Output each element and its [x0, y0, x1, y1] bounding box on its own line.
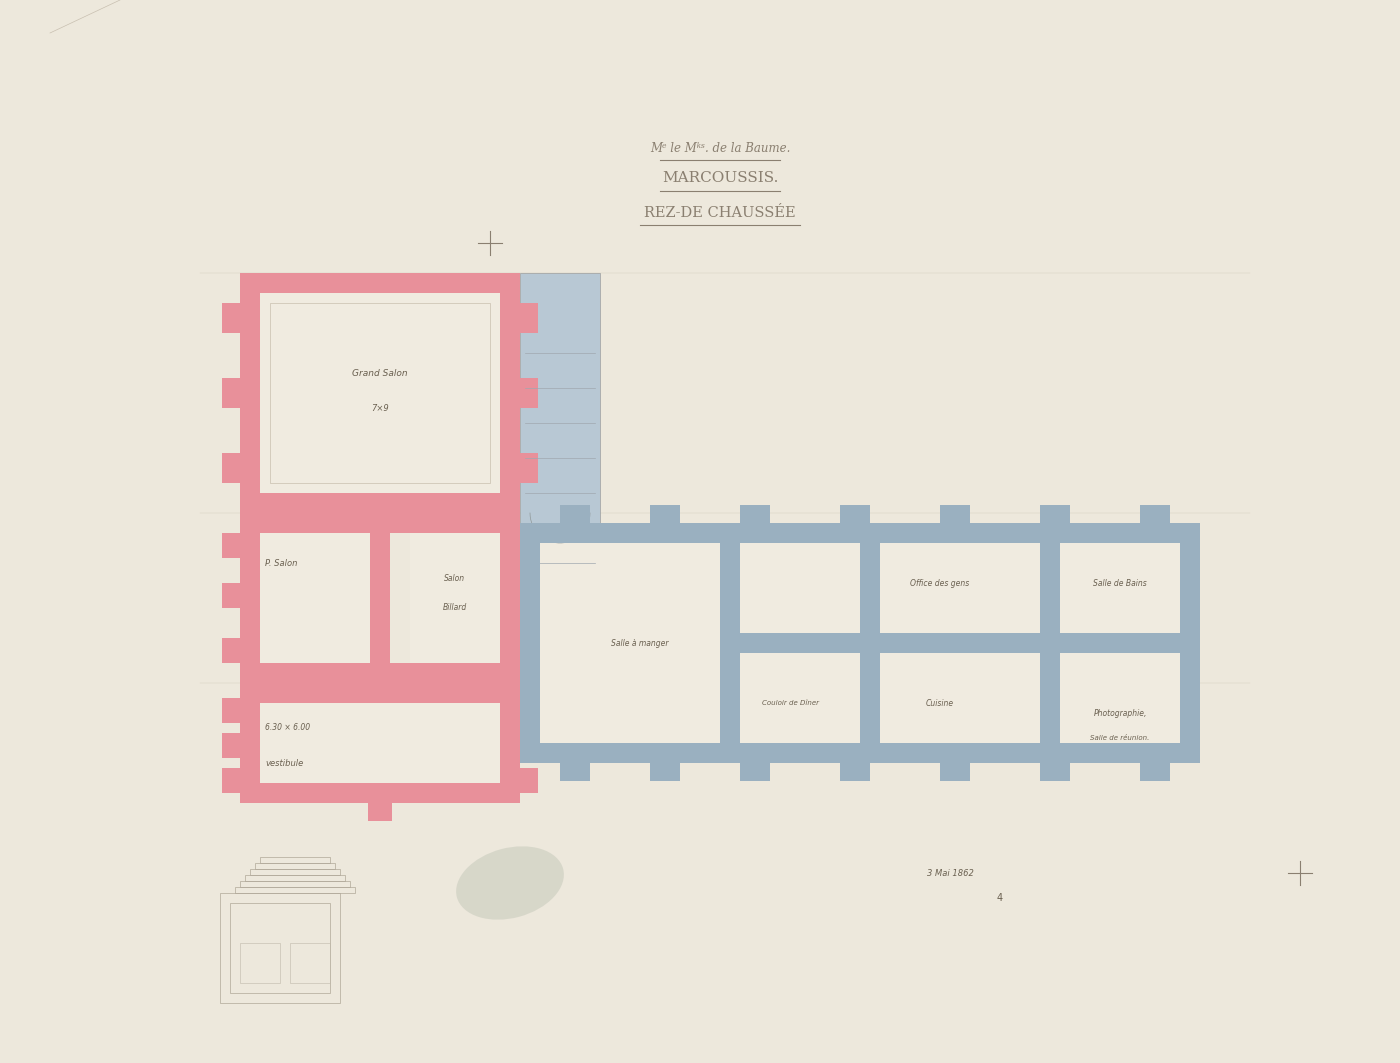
Bar	[840, 763, 869, 781]
Bar	[519, 378, 538, 408]
Text: 4: 4	[997, 893, 1002, 902]
Text: Grand Salon: Grand Salon	[353, 369, 407, 377]
Text: Cuisine: Cuisine	[925, 698, 953, 708]
Bar	[220, 893, 340, 1003]
Bar	[519, 523, 540, 763]
Bar	[540, 543, 1180, 743]
Bar	[223, 378, 239, 408]
Bar	[239, 513, 391, 533]
Bar	[741, 763, 770, 781]
Bar	[519, 453, 538, 483]
Bar	[500, 513, 519, 684]
Text: MARCOUSSIS.: MARCOUSSIS.	[662, 171, 778, 185]
Bar	[1040, 523, 1060, 763]
Bar	[239, 881, 350, 887]
Bar	[1040, 632, 1200, 653]
Bar	[260, 857, 330, 863]
Bar	[720, 632, 881, 653]
Bar	[239, 684, 519, 703]
Bar	[519, 273, 601, 593]
Bar	[500, 273, 519, 513]
Bar	[519, 767, 538, 793]
Bar	[860, 523, 881, 763]
Bar	[230, 902, 330, 993]
Bar	[519, 533, 538, 558]
Text: 3 Mai 1862: 3 Mai 1862	[927, 868, 973, 877]
Bar	[939, 505, 970, 523]
Text: Salle de Bains: Salle de Bains	[1093, 578, 1147, 588]
Bar	[1140, 763, 1170, 781]
Bar	[560, 763, 589, 781]
Text: Mᵉ le Mᵏˢ. de la Baume.: Mᵉ le Mᵏˢ. de la Baume.	[650, 141, 790, 154]
Bar	[223, 453, 239, 483]
Bar	[410, 533, 500, 663]
Bar	[223, 583, 239, 608]
Bar	[239, 273, 260, 513]
Text: REZ-DE CHAUSSÉE: REZ-DE CHAUSSÉE	[644, 206, 795, 220]
Bar	[239, 513, 260, 684]
Bar	[223, 303, 239, 333]
Bar	[223, 733, 239, 758]
Bar	[255, 863, 335, 868]
Bar	[741, 505, 770, 523]
Bar	[239, 493, 519, 513]
Bar	[239, 783, 519, 803]
Bar	[939, 763, 970, 781]
Bar	[519, 698, 538, 723]
Bar	[560, 505, 589, 523]
Bar	[500, 684, 519, 803]
Bar	[239, 273, 519, 293]
Bar	[1040, 763, 1070, 781]
Text: Office des gens: Office des gens	[910, 578, 970, 588]
Bar	[391, 663, 519, 684]
Bar	[260, 293, 500, 493]
Ellipse shape	[456, 846, 564, 919]
Bar	[235, 887, 356, 893]
Text: vestibule: vestibule	[265, 759, 304, 767]
Bar	[260, 533, 370, 663]
Bar	[239, 943, 280, 983]
Text: Couloir de Dîner: Couloir de Dîner	[762, 701, 819, 706]
Bar	[519, 523, 1200, 543]
Text: Salle à manger: Salle à manger	[612, 639, 669, 647]
Bar	[650, 763, 680, 781]
Bar	[223, 638, 239, 663]
Text: P. Salon: P. Salon	[265, 558, 297, 568]
Text: 7×9: 7×9	[371, 404, 389, 412]
Text: Salle de réunion.: Salle de réunion.	[1091, 735, 1149, 741]
Text: Billard: Billard	[442, 604, 468, 612]
Bar	[223, 698, 239, 723]
Bar	[1140, 505, 1170, 523]
Bar	[519, 303, 538, 333]
Bar	[840, 505, 869, 523]
Bar	[223, 767, 239, 793]
Bar	[370, 513, 391, 684]
Bar	[251, 868, 340, 875]
Bar	[270, 303, 490, 483]
Bar	[391, 513, 519, 533]
Bar	[1180, 523, 1200, 763]
Bar	[239, 663, 391, 684]
Bar	[1040, 505, 1070, 523]
Bar	[223, 533, 239, 558]
Bar	[519, 638, 538, 663]
Bar	[290, 943, 330, 983]
Bar	[239, 684, 260, 803]
Bar	[368, 803, 392, 821]
Text: Salon: Salon	[444, 574, 466, 583]
Bar	[519, 743, 1200, 763]
Bar	[860, 632, 1060, 653]
Bar	[260, 703, 500, 783]
Text: Photographie,: Photographie,	[1093, 709, 1147, 718]
Bar	[720, 523, 741, 763]
Text: 6.30 × 6.00: 6.30 × 6.00	[265, 724, 311, 732]
Bar	[245, 875, 344, 881]
Bar	[650, 505, 680, 523]
